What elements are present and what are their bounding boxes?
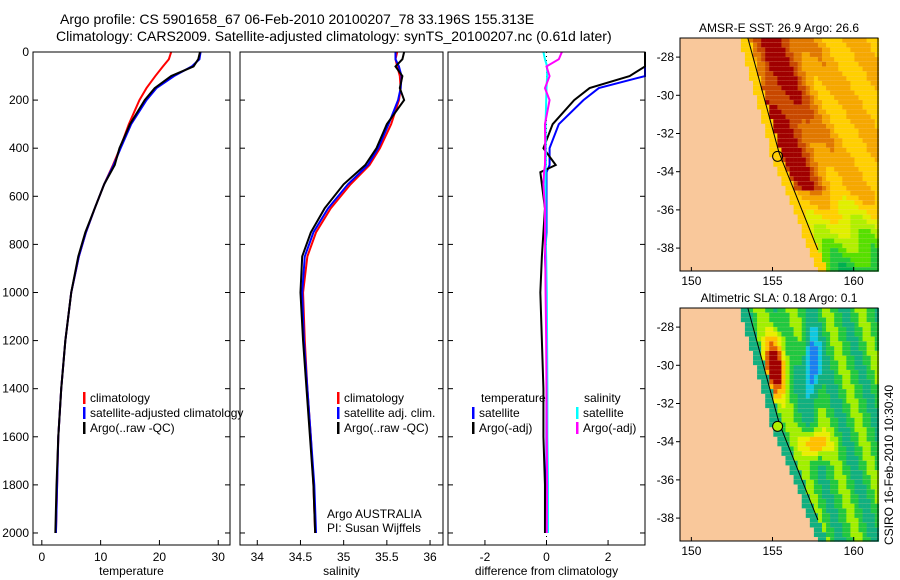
- legend-label: Argo(..raw -QC): [90, 421, 175, 435]
- y-tick-label: 200: [9, 93, 29, 107]
- legend-swatch: [576, 422, 579, 434]
- x-tick-label: 10: [94, 550, 108, 564]
- credit-line-1: Argo AUSTRALIA: [327, 507, 422, 521]
- y-tick-label: 800: [9, 237, 29, 251]
- y-tick-label: 600: [9, 189, 29, 203]
- x-tick-label: 155: [762, 544, 782, 558]
- legend-label: satellite: [479, 406, 520, 420]
- legend-swatch: [472, 407, 475, 419]
- x-tick-label: 36: [423, 550, 437, 564]
- y-tick-label: 400: [9, 141, 29, 155]
- series-line-3: [299, 51, 406, 534]
- legend-label: climatology: [90, 391, 150, 405]
- x-tick-label: 2: [605, 550, 612, 564]
- x-axis-label: difference from climatology: [475, 564, 618, 578]
- y-tick-label: -28: [657, 320, 675, 334]
- legend-swatch: [83, 392, 86, 404]
- y-tick-label: 1000: [2, 285, 29, 299]
- plot-frame: [32, 51, 231, 546]
- y-tick-label: 2000: [2, 526, 29, 540]
- map-panel-1: AMSR-E SST: 26.9 Argo: 26.6 150 155 160 -28 -…: [657, 21, 880, 288]
- x-tick-label: 160: [844, 274, 864, 288]
- x-tick-label: 150: [681, 544, 701, 558]
- title-line-1: Argo profile: CS 5901658_67 06-Feb-2010 …: [60, 11, 534, 27]
- profile-panel-2: 34 34.5 35 35.5 36 salinity climatologysatelli…: [239, 51, 444, 578]
- x-tick-label: 34.5: [289, 550, 313, 564]
- legend-label: climatology: [344, 391, 404, 405]
- legend-swatch: [83, 422, 86, 434]
- x-axis-label: salinity: [323, 564, 360, 578]
- x-axis-label: temperature: [99, 564, 164, 578]
- field-cells: [740, 38, 880, 272]
- y-tick-label: -32: [657, 396, 675, 410]
- legend-label: satellite: [583, 406, 624, 420]
- x-tick-label: 0: [543, 550, 550, 564]
- y-tick-label: 1600: [2, 430, 29, 444]
- y-tick-label: -38: [657, 511, 675, 525]
- legend-label: satellite-adjusted climatology: [90, 406, 243, 420]
- x-tick-label: 35: [337, 550, 351, 564]
- legend-label: satellite adj. clim.: [344, 406, 435, 420]
- legend-swatch: [337, 422, 340, 434]
- x-tick-label: 35.5: [375, 550, 399, 564]
- x-tick-label: 30: [212, 550, 226, 564]
- x-tick-label: 155: [762, 274, 782, 288]
- legend-swatch: [576, 407, 579, 419]
- y-tick-label: -34: [657, 165, 675, 179]
- map-title: AMSR-E SST: 26.9 Argo: 26.6: [699, 21, 859, 35]
- y-tick-label: -36: [657, 203, 675, 217]
- legend-swatch: [83, 407, 86, 419]
- legend-swatch: [337, 407, 340, 419]
- map-title: Altimetric SLA: 0.18 Argo: 0.1: [701, 291, 858, 305]
- y-tick-label: 1200: [2, 334, 29, 348]
- series-line-1: [54, 51, 173, 534]
- legend: temperature salinitysatelliteArgo(-adj)sa…: [472, 391, 636, 435]
- field-cells: [740, 308, 880, 542]
- x-tick-label: 160: [844, 544, 864, 558]
- map-panel-2: Altimetric SLA: 0.18 Argo: 0.1 150 155 160 -…: [657, 291, 880, 558]
- series-line-1: [543, 52, 646, 533]
- legend-label: Argo(..raw -QC): [344, 421, 429, 435]
- x-tick-label: 20: [153, 550, 167, 564]
- series-line-2: [539, 52, 646, 533]
- isobath-contour: [747, 37, 819, 251]
- argo-float-marker: [772, 420, 784, 432]
- y-tick-label: -28: [657, 50, 675, 64]
- legend-swatch: [472, 422, 475, 434]
- legend-heading-temperature: temperature: [481, 391, 546, 405]
- title-line-2: Climatology: CARS2009. Satellite-adjuste…: [56, 28, 612, 44]
- y-tick-label: -30: [657, 88, 675, 102]
- y-tick-label: 1800: [2, 478, 29, 492]
- y-tick-label: -34: [657, 435, 675, 449]
- y-tick-label: 0: [22, 45, 29, 59]
- map-frame: [679, 37, 879, 272]
- legend-swatch: [337, 392, 340, 404]
- x-tick-label: 34: [251, 550, 265, 564]
- y-tick-label: 1400: [2, 382, 29, 396]
- x-tick-label: 0: [38, 550, 45, 564]
- y-tick-label: -30: [657, 358, 675, 372]
- map-frame: [679, 307, 879, 542]
- x-tick-label: 150: [681, 274, 701, 288]
- series-line-3: [54, 51, 201, 534]
- y-tick-label: -32: [657, 126, 675, 140]
- y-tick-label: -36: [657, 473, 675, 487]
- plot-frame: [239, 51, 444, 546]
- y-tick-label: -38: [657, 241, 675, 255]
- argo-float-marker: [772, 150, 784, 162]
- isobath-contour: [747, 307, 819, 521]
- credit-line-2: PI: Susan Wijffels: [327, 521, 421, 535]
- x-tick-label: -2: [480, 550, 491, 564]
- profile-panel-1: 0 10 20 30 temperature 0 200 400 600 800 1000 1200 1…: [2, 45, 243, 578]
- legend-label: Argo(-adj): [479, 421, 532, 435]
- series-line-4: [542, 51, 563, 533]
- legend-heading-salinity: salinity: [584, 391, 621, 405]
- legend-label: Argo(-adj): [583, 421, 636, 435]
- side-timestamp: CSIRO 16-Feb-2010 10:30:40: [882, 385, 896, 545]
